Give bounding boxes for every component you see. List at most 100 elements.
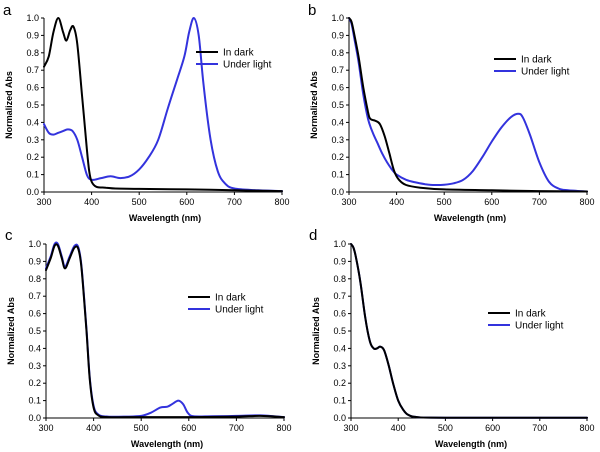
y-tick-label: 0.7 (26, 65, 39, 75)
y-tick-label: 0.6 (28, 309, 41, 319)
y-tick-label: 0.0 (26, 187, 39, 197)
x-tick-label: 500 (132, 197, 147, 207)
y-tick-label: 1.0 (333, 239, 346, 249)
legend-label: In dark (223, 48, 255, 59)
y-tick-label: 0.6 (331, 83, 344, 93)
panel-letter: c (5, 227, 13, 244)
y-tick-label: 0.5 (28, 326, 41, 336)
y-tick-label: 0.5 (331, 100, 344, 110)
y-tick-label: 0.4 (331, 117, 344, 127)
y-tick-label: 0.7 (331, 65, 344, 75)
x-tick-label: 300 (36, 197, 51, 207)
x-tick-label: 500 (437, 197, 452, 207)
y-tick-label: 0.0 (331, 187, 344, 197)
y-tick-label: 1.0 (26, 13, 39, 23)
panel-letter: b (308, 2, 316, 19)
y-tick-label: 0.1 (333, 396, 346, 406)
x-tick-label: 700 (229, 423, 244, 433)
y-tick-label: 0.9 (28, 256, 41, 266)
x-tick-label: 400 (389, 197, 404, 207)
y-tick-label: 0.2 (28, 378, 41, 388)
x-tick-label: 400 (84, 197, 99, 207)
x-tick-label: 800 (274, 197, 289, 207)
y-tick-label: 0.7 (28, 291, 41, 301)
axis-frame (43, 18, 282, 193)
series-line-in-dark (45, 243, 285, 419)
y-tick-label: 0.0 (333, 413, 346, 423)
y-axis-label: Normalized Abs (311, 297, 321, 365)
panel-letter: d (309, 227, 317, 244)
y-tick-label: 1.0 (28, 239, 41, 249)
x-tick-label: 600 (484, 197, 499, 207)
axis-frame (348, 18, 587, 193)
chart-panel-a: a 0.0 0.1 0.2 0.3 0.4 0.5 0.6 0.7 0.8 0.9 1.0 300 400… (3, 2, 290, 223)
y-tick-label: 0.8 (331, 48, 344, 58)
x-axis-label: Wavelength (nm) (129, 213, 201, 223)
x-tick-label: 600 (181, 423, 196, 433)
y-tick-label: 0.7 (333, 291, 346, 301)
y-tick-label: 0.4 (28, 343, 41, 353)
y-tick-label: 0.6 (26, 83, 39, 93)
x-tick-label: 400 (391, 423, 406, 433)
x-tick-label: 700 (532, 423, 547, 433)
y-tick-label: 0.2 (26, 152, 39, 162)
legend-label: Under light (515, 321, 564, 332)
y-tick-label: 0.5 (26, 100, 39, 110)
y-tick-label: 0.1 (331, 170, 344, 180)
legend-label: In dark (515, 309, 547, 320)
legend-label: In dark (521, 55, 553, 66)
y-tick-label: 0.2 (331, 152, 344, 162)
x-tick-label: 800 (579, 197, 594, 207)
y-tick-label: 0.8 (333, 274, 346, 284)
x-tick-label: 800 (579, 423, 594, 433)
y-tick-label: 0.1 (26, 170, 39, 180)
y-tick-label: 0.5 (333, 326, 346, 336)
chart-panel-c: c 0.0 0.1 0.2 0.3 0.4 0.5 0.6 0.7 0.8 0.9 1.0 300 400… (5, 227, 292, 449)
series-line-in-dark (43, 17, 283, 193)
x-tick-label: 500 (438, 423, 453, 433)
y-tick-label: 0.4 (333, 343, 346, 353)
y-tick-label: 0.3 (28, 361, 41, 371)
y-tick-label: 0.9 (26, 30, 39, 40)
legend-label: Under light (215, 305, 264, 316)
y-tick-label: 0.1 (28, 396, 41, 406)
x-tick-label: 600 (485, 423, 500, 433)
y-tick-label: 0.3 (333, 361, 346, 371)
x-tick-label: 700 (532, 197, 547, 207)
y-axis-label: Normalized Abs (309, 71, 319, 139)
x-tick-label: 300 (38, 423, 53, 433)
y-axis-label: Normalized Abs (6, 297, 16, 365)
y-tick-label: 0.8 (26, 48, 39, 58)
x-tick-label: 400 (86, 423, 101, 433)
y-tick-label: 0.9 (331, 30, 344, 40)
x-tick-label: 500 (134, 423, 149, 433)
y-tick-label: 0.6 (333, 309, 346, 319)
x-tick-label: 300 (343, 423, 358, 433)
series-line-in-dark (350, 243, 588, 419)
y-tick-label: 0.3 (331, 135, 344, 145)
series-line-under-light (348, 17, 588, 193)
x-axis-label: Wavelength (nm) (131, 439, 203, 449)
legend-label: In dark (215, 293, 247, 304)
panel-letter: a (3, 2, 12, 19)
y-tick-label: 0.9 (333, 256, 346, 266)
y-tick-label: 0.4 (26, 117, 39, 127)
series-line-under-light (43, 16, 283, 193)
x-tick-label: 800 (276, 423, 291, 433)
y-tick-label: 1.0 (331, 13, 344, 23)
y-tick-label: 0.8 (28, 274, 41, 284)
chart-panel-d: d 0.0 0.1 0.2 0.3 0.4 0.5 0.6 0.7 0.8 0.9 1.0 300 400… (309, 227, 595, 449)
y-tick-label: 0.0 (28, 413, 41, 423)
series-line-in-dark (348, 17, 588, 193)
chart-panel-b: b 0.0 0.1 0.2 0.3 0.4 0.5 0.6 0.7 0.8 0.9 1.0 300 400… (308, 2, 595, 223)
legend-label: Under light (223, 60, 272, 71)
x-tick-label: 300 (341, 197, 356, 207)
y-tick-label: 0.3 (26, 135, 39, 145)
x-axis-label: Wavelength (nm) (435, 439, 507, 449)
x-axis-label: Wavelength (nm) (434, 213, 506, 223)
x-tick-label: 700 (227, 197, 242, 207)
x-tick-label: 600 (179, 197, 194, 207)
